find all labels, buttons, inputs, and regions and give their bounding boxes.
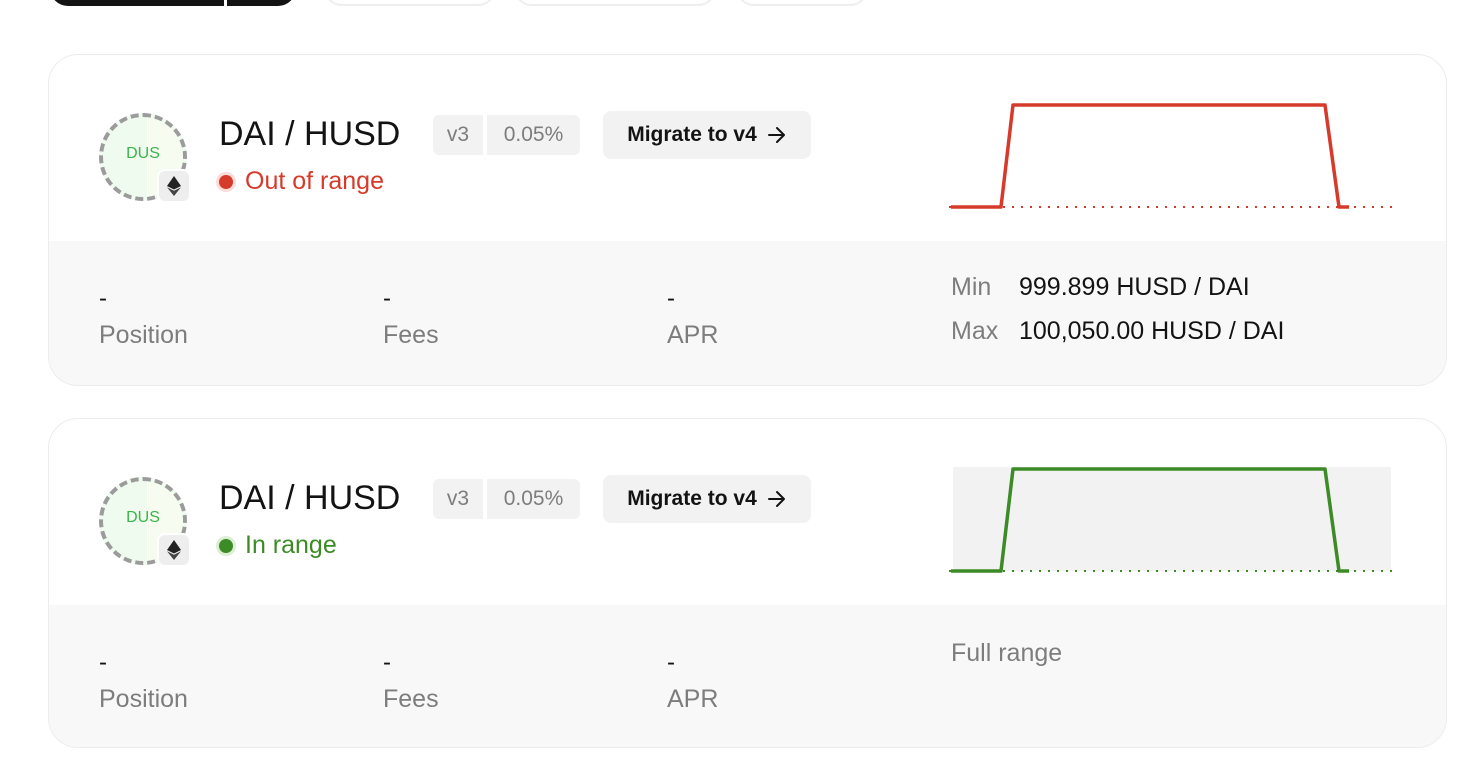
price-range-chart bbox=[949, 467, 1395, 573]
arrow-right-icon bbox=[767, 127, 785, 143]
protocol-version-badge: v3 bbox=[433, 479, 483, 519]
migrate-label: Migrate to v4 bbox=[627, 487, 757, 510]
top-tab-dropdown[interactable] bbox=[50, 0, 296, 6]
token-logo-text: DUS bbox=[126, 509, 160, 526]
token-pair-icon bbox=[99, 113, 187, 201]
max-label: Max bbox=[951, 317, 999, 345]
position-label: Position bbox=[99, 321, 188, 349]
pool-pair-name: DAI / HUSD bbox=[219, 115, 401, 153]
pool-token-logo: DUS bbox=[99, 477, 191, 567]
position-label: Position bbox=[99, 685, 188, 713]
top-tab-filter-3[interactable] bbox=[736, 0, 868, 6]
protocol-version-badge: v3 bbox=[433, 115, 483, 155]
top-tab-filter-2[interactable] bbox=[514, 0, 716, 6]
fees-stat: - Fees bbox=[383, 645, 439, 714]
position-card[interactable]: DUS DAI / HUSD v3 0.05% Migrate to v4 In… bbox=[48, 418, 1447, 748]
apr-value: - bbox=[667, 285, 675, 312]
range-status-label: In range bbox=[245, 531, 337, 559]
fees-value: - bbox=[383, 649, 391, 676]
range-status: In range bbox=[219, 531, 337, 560]
token-logo-text: DUS bbox=[126, 145, 160, 162]
pool-token-logo: DUS bbox=[99, 113, 191, 203]
fees-label: Fees bbox=[383, 321, 439, 349]
token-pair-icon bbox=[99, 477, 187, 565]
dropdown-divider bbox=[224, 0, 227, 6]
status-dot-icon bbox=[219, 538, 233, 553]
top-filter-bar bbox=[0, 0, 1478, 8]
full-range-label: Full range bbox=[951, 639, 1063, 667]
position-stats: - Position - Fees - APR Min 999.899 HUSD… bbox=[49, 241, 1446, 385]
ethereum-chain-icon bbox=[157, 169, 191, 203]
min-price-row: Min 999.899 HUSD / DAI bbox=[951, 273, 1284, 317]
apr-value: - bbox=[667, 649, 675, 676]
position-value: - bbox=[99, 649, 107, 676]
fees-label: Fees bbox=[383, 685, 439, 713]
position-value: - bbox=[99, 285, 107, 312]
position-card[interactable]: DUS DAI / HUSD v3 0.05% Migrate to v4 Ou… bbox=[48, 54, 1447, 386]
ethereum-chain-icon bbox=[157, 533, 191, 567]
top-tab-filter-1[interactable] bbox=[324, 0, 496, 6]
apr-stat: - APR bbox=[667, 281, 718, 350]
apr-label: APR bbox=[667, 321, 719, 349]
fee-tier-badge: 0.05% bbox=[487, 115, 580, 155]
pool-pair-name: DAI / HUSD bbox=[219, 479, 401, 517]
status-dot-icon bbox=[219, 174, 233, 189]
migrate-button[interactable]: Migrate to v4 bbox=[603, 111, 811, 159]
max-value: 100,050.00 HUSD / DAI bbox=[1019, 317, 1285, 345]
fee-tier-badge: 0.05% bbox=[487, 479, 580, 519]
arrow-right-icon bbox=[767, 491, 785, 507]
range-status-label: Out of range bbox=[245, 167, 384, 195]
migrate-button[interactable]: Migrate to v4 bbox=[603, 475, 811, 523]
position-stat: - Position bbox=[99, 281, 188, 350]
position-stat: - Position bbox=[99, 645, 188, 714]
apr-label: APR bbox=[667, 685, 719, 713]
fees-stat: - Fees bbox=[383, 281, 439, 350]
position-stats: - Position - Fees - APR Full range bbox=[49, 605, 1446, 747]
fees-value: - bbox=[383, 285, 391, 312]
migrate-label: Migrate to v4 bbox=[627, 123, 757, 146]
price-range-chart bbox=[949, 103, 1395, 209]
range-status: Out of range bbox=[219, 167, 384, 196]
price-range: Min 999.899 HUSD / DAI Max 100,050.00 HU… bbox=[951, 273, 1284, 361]
apr-stat: - APR bbox=[667, 645, 718, 714]
min-value: 999.899 HUSD / DAI bbox=[1019, 273, 1250, 301]
min-label: Min bbox=[951, 273, 992, 301]
max-price-row: Max 100,050.00 HUSD / DAI bbox=[951, 317, 1284, 361]
